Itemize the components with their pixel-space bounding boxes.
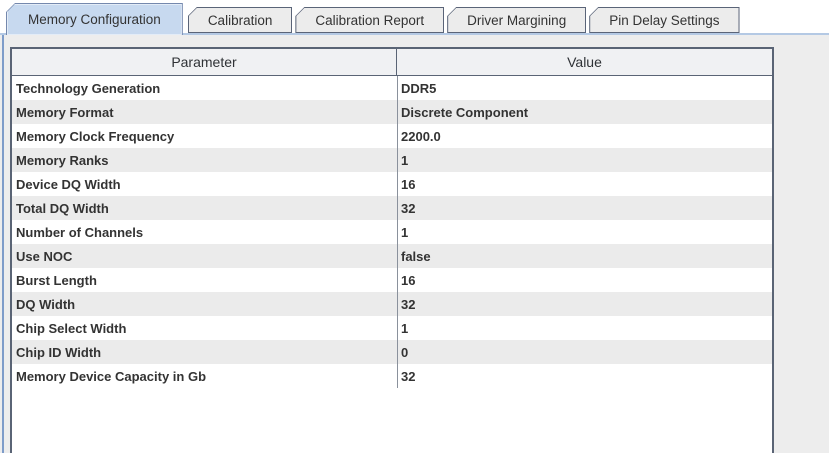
table-row-dq-width[interactable]: DQ Width 32 (12, 292, 772, 316)
tab-driver-margining[interactable]: Driver Margining (447, 7, 587, 33)
table-header: Parameter Value (12, 49, 772, 76)
tab-memory-configuration[interactable]: Memory Configuration (6, 3, 183, 35)
table-row-memory-clock-frequency[interactable]: Memory Clock Frequency 2200.0 (12, 124, 772, 148)
tabpane-left-border (2, 35, 4, 453)
parameter-cell: Memory Clock Frequency (16, 128, 175, 144)
tab-label: Calibration (207, 12, 273, 28)
table-row-technology-generation[interactable]: Technology Generation DDR5 (12, 76, 772, 100)
table-row-use-noc[interactable]: Use NOC false (12, 244, 772, 268)
table-row-device-dq-width[interactable]: Device DQ Width 16 (12, 172, 772, 196)
tab-calibration[interactable]: Calibration (187, 7, 293, 33)
value-cell[interactable]: 32 (397, 292, 772, 316)
value-cell[interactable]: 32 (397, 196, 772, 220)
column-header-parameter[interactable]: Parameter (12, 49, 397, 75)
value-cell[interactable]: 1 (397, 148, 772, 172)
parameter-cell: Use NOC (16, 248, 73, 264)
table-row-memory-device-capacity[interactable]: Memory Device Capacity in Gb 32 (12, 364, 772, 388)
tab-label: Pin Delay Settings (609, 12, 720, 28)
table-row-chip-id-width[interactable]: Chip ID Width 0 (12, 340, 772, 364)
parameter-cell: Memory Format (16, 104, 114, 120)
value-cell[interactable]: 16 (397, 268, 772, 292)
tab-bar: Memory Configuration Calibration Calibra… (0, 0, 829, 35)
table-row-memory-ranks[interactable]: Memory Ranks 1 (12, 148, 772, 172)
parameter-cell: Memory Device Capacity in Gb (16, 368, 207, 384)
parameter-cell: DQ Width (16, 296, 76, 312)
tab-pin-delay-settings[interactable]: Pin Delay Settings (589, 7, 740, 33)
table-body: Technology Generation DDR5 Memory Format… (12, 76, 772, 388)
tab-calibration-report[interactable]: Calibration Report (295, 7, 445, 33)
column-header-value[interactable]: Value (567, 54, 602, 70)
value-cell[interactable]: 0 (397, 340, 772, 364)
tab-label: Memory Configuration (28, 11, 161, 27)
value-cell[interactable]: 32 (397, 364, 772, 388)
value-cell[interactable]: false (397, 244, 772, 268)
table-row-burst-length[interactable]: Burst Length 16 (12, 268, 772, 292)
table-row-memory-format[interactable]: Memory Format Discrete Component (12, 100, 772, 124)
value-cell[interactable]: 2200.0 (397, 124, 772, 148)
table-row-total-dq-width[interactable]: Total DQ Width 32 (12, 196, 772, 220)
table-row-number-of-channels[interactable]: Number of Channels 1 (12, 220, 772, 244)
parameter-cell: Chip Select Width (16, 320, 127, 336)
value-cell[interactable]: 1 (397, 316, 772, 340)
value-cell[interactable]: 1 (397, 220, 772, 244)
parameter-cell: Burst Length (16, 272, 97, 288)
value-cell[interactable]: Discrete Component (397, 100, 772, 124)
parameter-cell: Number of Channels (16, 224, 144, 240)
parameter-cell: Chip ID Width (16, 344, 102, 360)
parameter-cell: Memory Ranks (16, 152, 109, 168)
parameter-cell: Total DQ Width (16, 200, 109, 216)
value-cell[interactable]: 16 (397, 172, 772, 196)
parameter-cell: Device DQ Width (16, 176, 121, 192)
tab-label: Calibration Report (315, 12, 425, 28)
tabpane-top-border (0, 33, 829, 35)
tab-content-panel: Parameter Value Technology Generation DD… (0, 35, 829, 453)
value-cell[interactable]: DDR5 (397, 76, 772, 100)
parameter-cell: Technology Generation (16, 80, 161, 96)
tab-label: Driver Margining (467, 12, 567, 28)
table-row-chip-select-width[interactable]: Chip Select Width 1 (12, 316, 772, 340)
parameter-table: Parameter Value Technology Generation DD… (10, 47, 774, 453)
